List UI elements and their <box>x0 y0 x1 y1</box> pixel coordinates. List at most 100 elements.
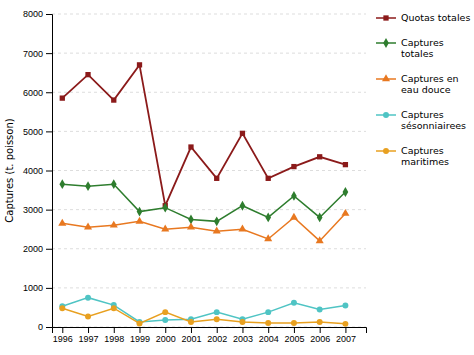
point <box>291 320 297 326</box>
point <box>317 306 323 312</box>
y-tick-label: 1000 <box>23 283 43 293</box>
point <box>316 236 324 243</box>
point <box>343 162 348 167</box>
y-tick: 5000 <box>23 127 52 137</box>
point <box>137 62 142 67</box>
y-tick: 6000 <box>23 88 52 98</box>
point <box>162 309 168 315</box>
point <box>162 203 168 213</box>
y-tick: 2000 <box>23 244 52 254</box>
x-axis: 1996199719981999200020012002200320042005… <box>53 327 367 344</box>
legend-label: Capturessésonniairees <box>401 109 466 131</box>
y-tick-mark <box>46 327 52 328</box>
x-tick-label: 2000 <box>156 334 176 344</box>
x-tick-label: 2002 <box>207 334 227 344</box>
point <box>213 227 221 234</box>
x-axis-line <box>53 328 367 334</box>
point <box>291 191 297 201</box>
y-tick: 4000 <box>23 166 52 176</box>
point <box>214 316 220 322</box>
y-tick-label: 8000 <box>23 9 43 19</box>
y-tick-mark <box>46 131 52 132</box>
y-tick-label: 7000 <box>23 49 43 59</box>
x-tick-label: 1999 <box>130 334 150 344</box>
legend-label: Capturestotales <box>401 37 444 59</box>
point <box>291 300 297 306</box>
x-tick-label: 2006 <box>310 334 330 344</box>
point <box>214 309 220 315</box>
x-tick-label: 2004 <box>259 334 279 344</box>
point <box>187 223 195 230</box>
x-tick: 1999 <box>130 327 150 344</box>
x-tick-mark <box>320 327 321 333</box>
x-tick-mark <box>114 327 115 333</box>
y-tick: 3000 <box>23 205 52 215</box>
x-tick-mark <box>191 327 192 333</box>
grid-line <box>52 131 366 132</box>
series-line <box>62 184 345 221</box>
point <box>265 309 271 315</box>
legend-marker <box>383 38 389 48</box>
x-tick: 2002 <box>207 327 227 344</box>
y-tick-label: 6000 <box>23 88 43 98</box>
y-tick-mark <box>46 92 52 93</box>
grid <box>52 14 366 327</box>
series-line <box>62 308 345 324</box>
y-tick-mark <box>46 288 52 289</box>
y-tick-mark <box>46 171 52 172</box>
point <box>343 187 349 197</box>
series-group <box>58 62 349 327</box>
point <box>85 181 91 191</box>
point <box>188 144 193 149</box>
point <box>137 320 143 326</box>
point <box>265 213 271 223</box>
point <box>214 176 219 181</box>
grid-line <box>52 209 366 210</box>
point <box>59 179 65 189</box>
x-tick-label: 2007 <box>336 334 356 344</box>
point <box>214 216 220 226</box>
y-tick: 1000 <box>23 283 52 293</box>
x-tick-mark <box>294 327 295 333</box>
y-tick-mark <box>46 249 52 250</box>
x-tick-label: 1996 <box>53 334 73 344</box>
point <box>341 209 349 216</box>
y-tick-mark <box>46 14 52 15</box>
point <box>240 201 246 211</box>
legend-item: Capturessésonniairees <box>376 109 466 131</box>
grid-line <box>52 248 366 249</box>
x-tick-label: 2005 <box>284 334 304 344</box>
point <box>85 295 91 301</box>
point <box>161 225 169 232</box>
point <box>266 176 271 181</box>
legend-item: Captures eneau douce <box>376 73 459 95</box>
legend-label: Captures eneau douce <box>401 73 459 95</box>
x-tick-mark <box>242 327 243 333</box>
x-tick-label: 2001 <box>181 334 201 344</box>
y-tick-label: 3000 <box>23 205 43 215</box>
legend-label: Capturesmaritimes <box>401 145 449 167</box>
point <box>264 234 272 241</box>
y-axis-line <box>46 15 53 328</box>
point <box>85 72 90 77</box>
point <box>342 321 348 327</box>
x-tick-mark <box>345 327 346 333</box>
x-tick-mark <box>268 327 269 333</box>
point <box>317 213 323 223</box>
point <box>137 207 143 217</box>
y-tick-label: 4000 <box>23 166 43 176</box>
x-tick: 2001 <box>181 327 201 344</box>
x-tick-mark <box>165 327 166 333</box>
y-tick-label: 2000 <box>23 244 43 254</box>
point <box>85 313 91 319</box>
y-tick: 7000 <box>23 49 52 59</box>
x-tick: 2003 <box>233 327 253 344</box>
plot-area: 1996199719981999200020012002200320042005… <box>23 9 367 344</box>
x-tick: 2000 <box>156 327 176 344</box>
point <box>162 317 168 323</box>
point <box>317 154 322 159</box>
grid-line <box>52 53 366 54</box>
series <box>59 295 348 325</box>
grid-line <box>52 287 366 288</box>
series <box>59 305 348 327</box>
